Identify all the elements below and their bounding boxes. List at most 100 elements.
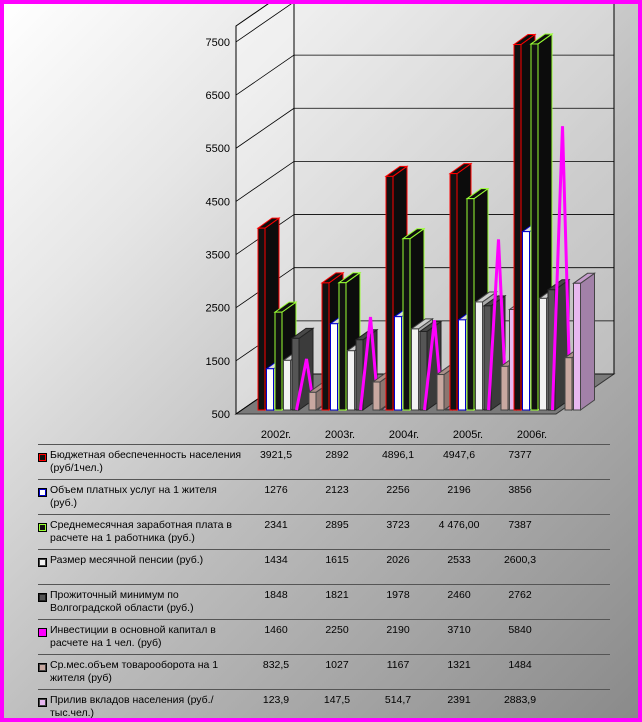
legend-key xyxy=(38,593,47,602)
bar-2 xyxy=(402,238,411,411)
table-cell: 2892 xyxy=(325,449,349,461)
gridline-side xyxy=(235,107,295,149)
bar-2 xyxy=(338,282,347,411)
series-spike-5 xyxy=(359,316,380,411)
series-name: Размер месячной пенсии (руб.) xyxy=(50,554,204,566)
table-row: Прожиточный минимум по Волгоградской обл… xyxy=(38,584,610,619)
data-table: Бюджетная обеспеченность населения (руб/… xyxy=(38,444,610,718)
table-cell: 1484 xyxy=(508,659,532,671)
bar-3 xyxy=(475,301,483,411)
bar-0 xyxy=(385,175,394,411)
table-cell: 1848 xyxy=(264,589,288,601)
bar-0 xyxy=(257,227,266,411)
y-tick-label: 500 xyxy=(212,409,230,421)
table-cell: 832,5 xyxy=(262,659,290,671)
bar-4 xyxy=(291,337,300,411)
series-name: Инвестиции в основной капитал в расчете … xyxy=(50,624,216,649)
bar-0 xyxy=(321,282,330,411)
gridline-side xyxy=(235,161,295,202)
chart-frame: 500 1500 2500 3500 4500 5500 6500 7500 2002г. 200… xyxy=(4,4,638,718)
table-cell: 1321 xyxy=(447,659,471,671)
y-tick-label: 6500 xyxy=(206,90,230,102)
bar-6 xyxy=(564,357,573,411)
bar-1 xyxy=(458,319,466,411)
table-cell: 2533 xyxy=(447,554,471,566)
bar-6 xyxy=(372,381,381,411)
x-tick-label: 2006г. xyxy=(517,429,547,441)
series-name: Прилив вкладов населения (руб./тыс.чел.) xyxy=(50,694,214,718)
series-name: Бюджетная обеспеченность населения (руб/… xyxy=(50,449,242,474)
table-row: Прилив вкладов населения (руб./тыс.чел.)… xyxy=(38,689,610,718)
y-tick-label: 7500 xyxy=(206,37,230,49)
table-cell: 3723 xyxy=(386,519,410,531)
table-cell: 2895 xyxy=(325,519,349,531)
table-cell: 1027 xyxy=(325,659,349,671)
table-cell: 123,9 xyxy=(262,694,290,706)
y-tick-label: 1500 xyxy=(206,356,230,368)
table-cell: 2256 xyxy=(386,484,410,496)
legend-key xyxy=(38,663,47,672)
table-cell: 3921,5 xyxy=(259,449,293,461)
bar-3 xyxy=(283,359,291,411)
table-cell: 2600,3 xyxy=(503,554,537,566)
series-name: Объем платных услуг на 1 жителя (руб.) xyxy=(50,484,217,509)
table-cell: 2123 xyxy=(325,484,349,496)
table-row: Инвестиции в основной капитал в расчете … xyxy=(38,619,610,654)
y-tick-label: 3500 xyxy=(206,250,230,262)
table-cell: 2196 xyxy=(447,484,471,496)
table-row: Объем платных услуг на 1 жителя (руб.) 12… xyxy=(38,479,610,514)
table-cell: 1460 xyxy=(264,624,288,636)
gridline-side xyxy=(235,4,292,43)
series-spike-5 xyxy=(551,126,572,411)
bar-7 xyxy=(573,282,581,411)
bar-2 xyxy=(466,198,475,411)
bar-6 xyxy=(436,374,445,411)
bar-1 xyxy=(522,231,530,411)
table-cell: 1821 xyxy=(325,589,349,601)
table-cell: 1615 xyxy=(325,554,349,566)
table-row: Ср.мес.объем товарооборота на 1 жителя (… xyxy=(38,654,610,689)
x-tick-label: 2005г. xyxy=(453,429,483,441)
bar-1 xyxy=(394,316,402,411)
series-name: Среднемесячная заработная плата в расчет… xyxy=(50,519,232,544)
y-tick-label: 5500 xyxy=(206,143,230,155)
table-row: Бюджетная обеспеченность населения (руб/… xyxy=(38,444,610,479)
table-cell: 2250 xyxy=(325,624,349,636)
table-cell: 2341 xyxy=(264,519,288,531)
bar-1 xyxy=(330,323,338,411)
legend-key xyxy=(38,523,47,532)
bar-6 xyxy=(500,365,509,411)
table-row: Размер месячной пенсии (руб.) 1434 1615 202… xyxy=(38,549,610,584)
table-cell: 5840 xyxy=(508,624,532,636)
table-cell: 7387 xyxy=(508,519,532,531)
bar-1 xyxy=(266,368,274,411)
table-cell: 4947,6 xyxy=(442,449,476,461)
table-cell: 4 476,00 xyxy=(438,519,480,531)
bar-3 xyxy=(411,328,419,411)
table-cell: 2391 xyxy=(447,694,471,706)
table-cell: 3710 xyxy=(447,624,471,636)
legend-key xyxy=(38,558,47,567)
series-name: Ср.мес.объем товарооборота на 1 жителя (… xyxy=(50,659,219,684)
gridline-side xyxy=(235,54,295,96)
x-tick-label: 2004г. xyxy=(389,429,419,441)
x-tick-label: 2003г. xyxy=(325,429,355,441)
table-cell: 3856 xyxy=(508,484,532,496)
table-cell: 4896,1 xyxy=(381,449,415,461)
table-cell: 1978 xyxy=(386,589,410,601)
legend-key xyxy=(38,488,47,497)
table-row: Среднемесячная заработная плата в расчет… xyxy=(38,514,610,549)
bar-2 xyxy=(530,43,539,411)
table-cell: 1276 xyxy=(264,484,288,496)
legend-key xyxy=(38,698,47,707)
bar-6 xyxy=(308,391,317,411)
table-cell: 1434 xyxy=(264,554,288,566)
table-cell: 147,5 xyxy=(323,694,351,706)
y-tick-label: 4500 xyxy=(206,196,230,208)
table-cell: 2460 xyxy=(447,589,471,601)
bar-chart: 500 1500 2500 3500 4500 5500 6500 7500 2002г. 200… xyxy=(206,4,616,441)
table-cell: 2026 xyxy=(386,554,410,566)
table-cell: 2762 xyxy=(508,589,532,601)
legend-key xyxy=(38,453,47,462)
table-cell: 1167 xyxy=(386,659,410,671)
